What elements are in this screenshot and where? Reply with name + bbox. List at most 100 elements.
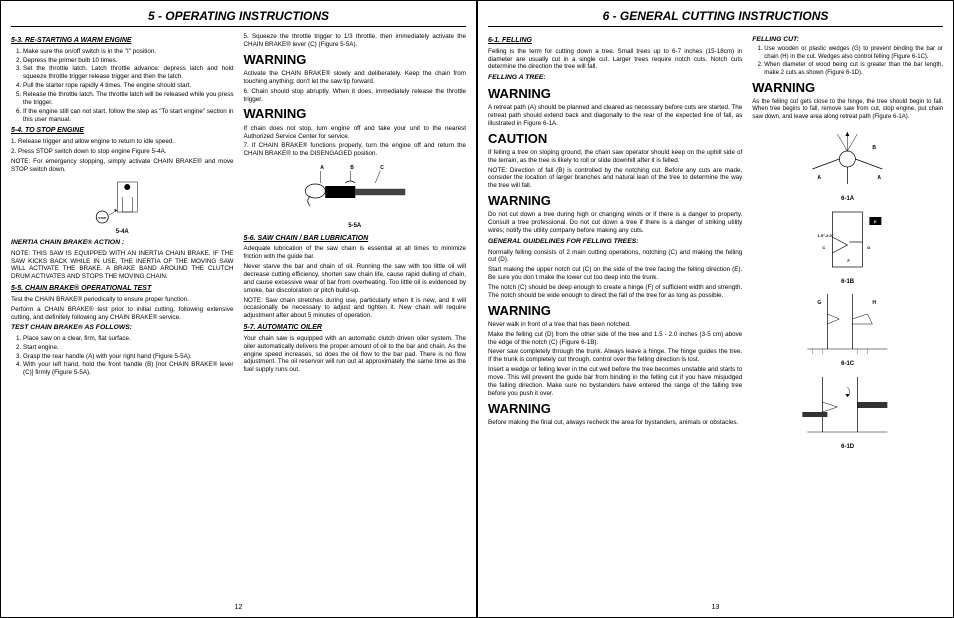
- fig-61b: E 1.5"-2.0" D C F 6-1B: [752, 207, 943, 287]
- s55-list: Place saw on a clear, firm, flat surface…: [11, 335, 234, 377]
- s53-item: Release the throttle latch. The throttle…: [23, 91, 234, 107]
- col2-p: 7. If CHAIN BRAKE® functions properly, t…: [244, 142, 467, 158]
- s57-head: 5-7. AUTOMATIC OILER: [244, 324, 467, 333]
- s61-p: Start making the upper notch cut (C) on …: [488, 266, 742, 282]
- page-title-right: 6 - GENERAL CUTTING INSTRUCTIONS: [488, 9, 943, 27]
- page-num-left: 12: [235, 604, 243, 611]
- s61-p: Make the felling cut (D) from the other …: [488, 331, 742, 347]
- s53-item: Pull the starter rope rapidly 4 times. T…: [23, 82, 234, 90]
- s57-p: Your chain saw is equipped with an autom…: [244, 335, 467, 374]
- s55-p: Perform a CHAIN BRAKE® test prior to ini…: [11, 306, 234, 322]
- warning: WARNING: [244, 52, 467, 68]
- s61-subhead2: GENERAL GUIDELINES FOR FELLING TREES:: [488, 238, 742, 246]
- s56-head: 5-6. SAW CHAIN / BAR LUBRICATION: [244, 235, 467, 244]
- col2-p: Activate the CHAIN BRAKE® slowly and del…: [244, 70, 467, 86]
- s53-item: Set the throttle latch. Latch throttle a…: [23, 65, 234, 81]
- s55-subhead: TEST CHAIN BRAKE® AS FOLLOWS:: [11, 324, 234, 332]
- fig-61c-img: G H: [752, 289, 943, 359]
- s54-p: 2. Press STOP switch down to stop engine…: [11, 148, 234, 156]
- warning: WARNING: [488, 193, 742, 209]
- svg-text:D: D: [868, 245, 871, 250]
- s61-p: If felling a tree on sloping ground, the…: [488, 149, 742, 165]
- s61-p: The notch (C) should be deep enough to c…: [488, 284, 742, 300]
- page-right: 6 - GENERAL CUTTING INSTRUCTIONS 6-1. FE…: [477, 0, 954, 618]
- s55-head: 5-5. CHAIN BRAKE® OPERATIONAL TEST: [11, 285, 234, 294]
- left-col1: 5-3. RE-STARTING A WARM ENGINE Make sure…: [11, 33, 234, 609]
- s61-note: NOTE: Direction of fall (B) is controlle…: [488, 167, 742, 191]
- right-col2: FELLING CUT: Use wooden or plastic wedge…: [752, 33, 943, 609]
- page-num-right: 13: [712, 604, 720, 611]
- fig-61a: B A A 6-1A: [752, 124, 943, 204]
- svg-text:C: C: [823, 245, 826, 250]
- col2-p: 6. Chain should stop abruptly. When it d…: [244, 88, 467, 104]
- inertia-head: INERTIA CHAIN BRAKE® ACTION :: [11, 239, 234, 247]
- svg-text:A: A: [818, 175, 822, 181]
- warning: WARNING: [488, 303, 742, 319]
- svg-text:B: B: [350, 165, 354, 171]
- svg-text:B: B: [873, 145, 877, 151]
- s61-p: Normally felling consists of 2 main cutt…: [488, 249, 742, 265]
- svg-text:A: A: [320, 165, 324, 171]
- s53-head: 5-3. RE-STARTING A WARM ENGINE: [11, 37, 234, 46]
- fig-61b-img: E 1.5"-2.0" D C F: [752, 207, 943, 277]
- s56-p: Never starve the bar and chain of oil. R…: [244, 263, 467, 294]
- s61-p: A retreat path (A) should be planned and…: [488, 104, 742, 128]
- s56-note: NOTE: Saw chain stretches during use, pa…: [244, 297, 467, 321]
- s61-p: Never saw completely through the trunk. …: [488, 348, 742, 364]
- s61-head: 6-1. FELLING: [488, 37, 742, 46]
- fig-54a-img: STOP: [11, 177, 234, 227]
- fc-item: Use wooden or plastic wedges (G) to prev…: [764, 46, 943, 61]
- caution: CAUTION: [488, 131, 742, 147]
- s55-item: Place saw on a clear, firm, flat surface…: [23, 335, 234, 343]
- s55-item: Start engine.: [23, 344, 234, 352]
- s54-note: NOTE: For emergency stopping, simply act…: [11, 158, 234, 174]
- svg-text:G: G: [818, 300, 822, 306]
- s61-subhead: FELLING A TREE:: [488, 74, 742, 82]
- s61-p: Felling is the term for cutting down a t…: [488, 48, 742, 72]
- page-title-left: 5 - OPERATING INSTRUCTIONS: [11, 9, 466, 27]
- felling-cut-list: Use wooden or plastic wedges (G) to prev…: [752, 46, 943, 77]
- fig-61d-img: [752, 372, 943, 442]
- page-left: 5 - OPERATING INSTRUCTIONS 5-3. RE-START…: [0, 0, 477, 618]
- col2-p: 5. Squeeze the throttle trigger to 1/3 t…: [244, 33, 467, 49]
- s53-item: Depress the primer bulb 10 times.: [23, 57, 234, 65]
- fig-61b-label: 6-1B: [841, 279, 854, 285]
- warning: WARNING: [488, 86, 742, 102]
- s53-list: Make sure the on/off switch is in the "I…: [11, 48, 234, 124]
- warning: WARNING: [244, 106, 467, 122]
- fig-61d-label: 6-1D: [841, 444, 854, 450]
- svg-text:E: E: [874, 219, 877, 224]
- fig-61d: 6-1D: [752, 372, 943, 452]
- svg-text:C: C: [380, 165, 384, 171]
- svg-text:1.5"-2.0": 1.5"-2.0": [818, 233, 834, 238]
- s61-p: Never walk in front of a tree that has b…: [488, 321, 742, 329]
- fc-p: As the felling cut gets close to the hin…: [752, 99, 943, 122]
- s56-p: Adequate lubrication of the saw chain is…: [244, 245, 467, 261]
- col2-p: If chain does not stop, turn engine off …: [244, 125, 467, 141]
- inertia-note: NOTE: THIS SAW IS EQUIPPED WITH AN INERT…: [11, 250, 234, 281]
- s55-item: Grasp the rear handle (A) with your righ…: [23, 353, 234, 361]
- fig-61c: G H 6-1C: [752, 289, 943, 369]
- columns-left: 5-3. RE-STARTING A WARM ENGINE Make sure…: [11, 33, 466, 609]
- fig-54a: STOP 5-4A: [11, 177, 234, 237]
- s55-p: Test the CHAIN BRAKE® periodically to en…: [11, 296, 234, 304]
- left-col2: 5. Squeeze the throttle trigger to 1/3 t…: [244, 33, 467, 609]
- fig-61a-img: B A A: [752, 124, 943, 194]
- svg-text:H: H: [873, 300, 877, 306]
- fig-55a-label: 5-5A: [348, 223, 361, 229]
- warning: WARNING: [488, 401, 742, 417]
- fig-55a: A B C 5-5A: [244, 161, 467, 231]
- warning: WARNING: [752, 80, 943, 96]
- felling-cut-head: FELLING CUT:: [752, 36, 943, 44]
- svg-text:F: F: [848, 258, 851, 263]
- s54-head: 5-4. TO STOP ENGINE: [11, 127, 234, 136]
- fig-55a-img: A B C: [244, 161, 467, 221]
- fig-61a-label: 6-1A: [841, 196, 854, 202]
- svg-text:STOP: STOP: [98, 216, 106, 220]
- fc-item: When diameter of wood being cut is great…: [764, 62, 943, 77]
- s61-p: Before making the final cut, always rech…: [488, 419, 742, 427]
- right-col1: 6-1. FELLING Felling is the term for cut…: [488, 33, 742, 609]
- s55-item: With your left hand, hold the front hand…: [23, 361, 234, 377]
- s54-p: 1. Release trigger and allow engine to r…: [11, 138, 234, 146]
- fig-54a-label: 5-4A: [116, 229, 129, 235]
